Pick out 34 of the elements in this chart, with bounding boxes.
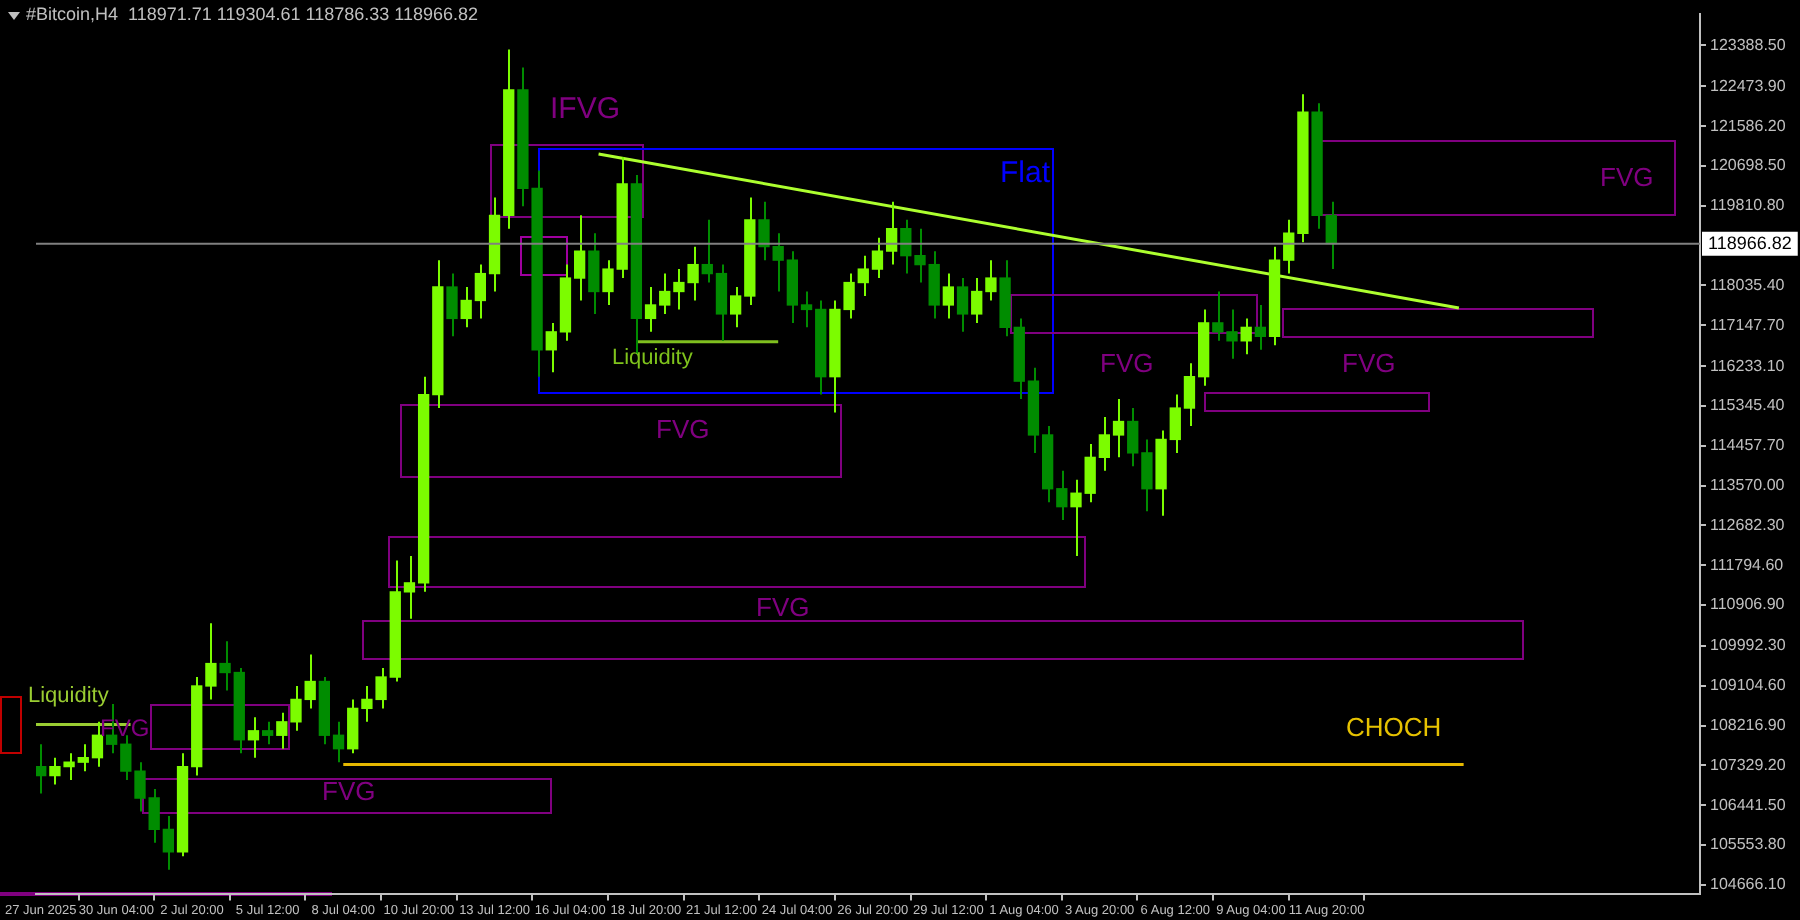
y-tick-label: 105553.80 <box>1710 835 1787 854</box>
y-tick-label: 112682.30 <box>1710 515 1786 534</box>
annotation: FVG <box>1100 348 1154 378</box>
annotation: Liquidity <box>612 346 693 370</box>
y-tick-label: 111794.60 <box>1710 555 1785 574</box>
annotation: FVG <box>656 414 710 444</box>
y-tick-label: 121586.20 <box>1710 116 1787 135</box>
y-tick-label: 107329.20 <box>1710 755 1787 774</box>
y-tick-label: 106441.50 <box>1710 795 1787 814</box>
y-tick-label: 109104.60 <box>1710 676 1787 695</box>
y-tick-label: 114457.70 <box>1710 436 1786 455</box>
y-tick-label: 113570.00 <box>1710 476 1786 495</box>
annotation: Liquidity <box>28 684 109 708</box>
ref-line-label: 118966.82 <box>1708 232 1792 253</box>
y-tick-label: 110906.90 <box>1710 595 1786 614</box>
y-tick-label: 109992.30 <box>1710 636 1787 655</box>
y-tick-label: 115345.40 <box>1710 396 1786 415</box>
annotation: FVG <box>1342 348 1396 378</box>
annotation: FVG <box>322 776 376 806</box>
y-tick-label: 116233.10 <box>1710 356 1786 375</box>
y-tick-label: 120698.50 <box>1710 156 1787 175</box>
y-tick-label: 108216.90 <box>1710 715 1787 734</box>
annotation: CHOCH <box>1346 712 1442 742</box>
y-tick-label: 117147.70 <box>1710 315 1786 334</box>
y-tick-label: 119810.80 <box>1710 196 1786 215</box>
y-tick-label: 118035.40 <box>1710 275 1786 294</box>
y-tick-label: 104666.10 <box>1710 875 1787 894</box>
annotation: Flat <box>1000 156 1051 190</box>
annotation: FVG <box>1600 162 1654 192</box>
y-tick-label: 123388.50 <box>1710 35 1787 54</box>
y-tick-label: 122473.90 <box>1710 76 1787 95</box>
annotation: FVG <box>756 592 810 622</box>
chart-title: #Bitcoin,H4 118971.71 119304.61 118786.33 118966.82 <box>26 4 479 24</box>
annotation: IFVG <box>550 92 621 126</box>
